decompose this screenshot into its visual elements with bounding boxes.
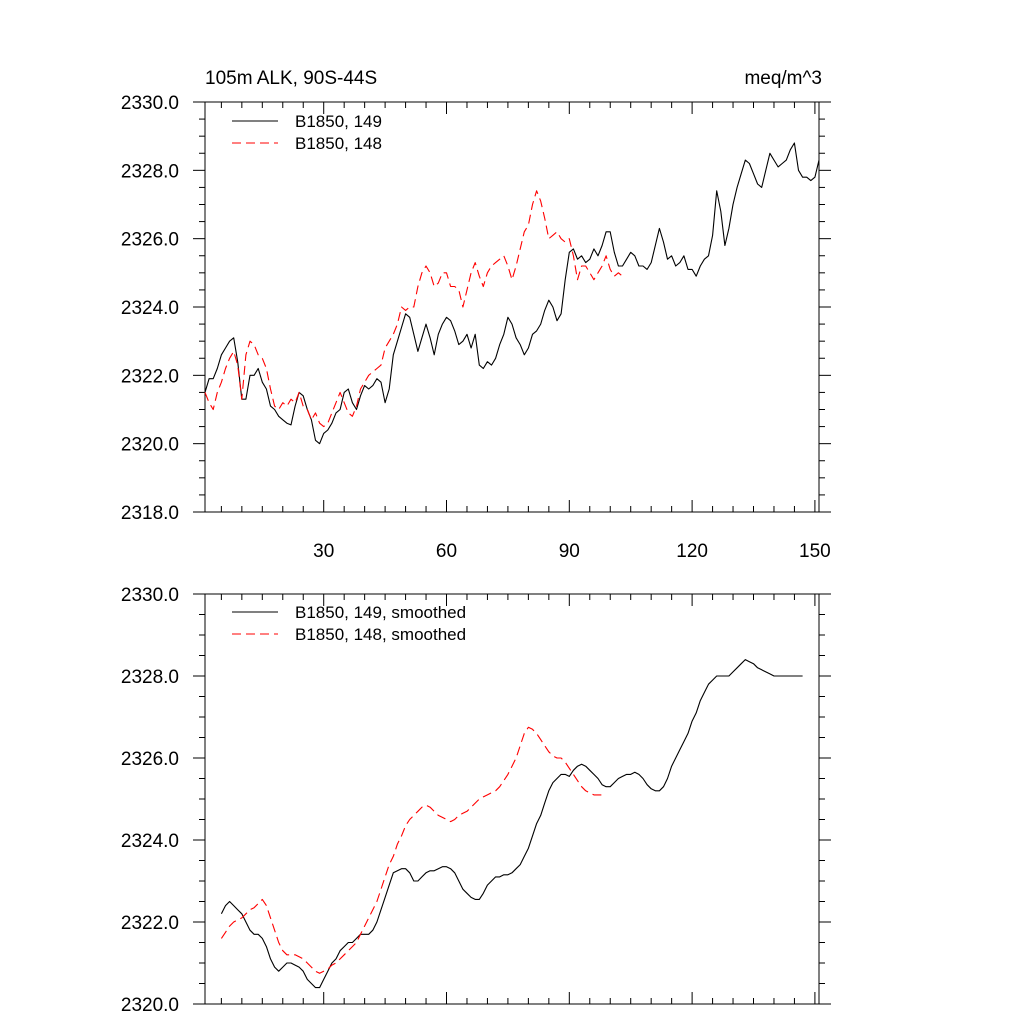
y-tick-label: 2328.0 bbox=[121, 667, 179, 688]
y-tick-label: 2324.0 bbox=[121, 831, 179, 852]
series-line-bottom-1 bbox=[220, 726, 607, 974]
series-line-bottom-0 bbox=[220, 659, 803, 989]
legend-label-148-smoothed: B1850, 148, smoothed bbox=[295, 625, 466, 644]
y-tick-label: 2330.0 bbox=[121, 585, 179, 606]
y-tick-label: 2328.0 bbox=[121, 161, 179, 182]
y-tick-label: 2318.0 bbox=[121, 503, 179, 524]
y-tick-label: 2330.0 bbox=[121, 93, 179, 114]
top-series-group bbox=[204, 142, 820, 445]
y-tick-label: 2322.0 bbox=[121, 913, 179, 934]
x-tick-label: 150 bbox=[799, 541, 831, 562]
y-tick-label: 2324.0 bbox=[121, 298, 179, 319]
x-tick-label: 120 bbox=[676, 541, 708, 562]
y-tick-label: 2320.0 bbox=[121, 995, 179, 1016]
y-tick-label: 2326.0 bbox=[121, 230, 179, 251]
chart-units: meq/m^3 bbox=[744, 68, 822, 89]
chart-title: 105m ALK, 90S-44S bbox=[205, 68, 377, 89]
bottom-axis-ticks: 2320.0 2322.0 2324.0 2326.0 2328.0 2330.0 bbox=[121, 585, 831, 1016]
legend-label-149-smoothed: B1850, 149, smoothed bbox=[295, 603, 466, 622]
bottom-panel: 2320.0 2322.0 2324.0 2326.0 2328.0 2330.0 B18… bbox=[121, 585, 831, 1016]
x-tick-label: 60 bbox=[436, 541, 457, 562]
top-legend: B1850, 149 B1850, 148 bbox=[232, 112, 382, 153]
bottom-plot-frame bbox=[204, 593, 820, 1005]
top-panel: 105m ALK, 90S-44S meq/m^3 2318.02320.023… bbox=[121, 68, 831, 562]
bottom-series-group bbox=[220, 659, 803, 989]
legend-label-148: B1850, 148 bbox=[295, 134, 382, 153]
top-axis-ticks: 2318.0 2320.0 2322.0 2324.0 2326.0 2328.0 2330… bbox=[121, 93, 831, 562]
x-tick-label: 90 bbox=[559, 541, 580, 562]
y-tick-label: 2322.0 bbox=[121, 366, 179, 387]
series-line-top-1 bbox=[204, 190, 623, 428]
top-plot-frame bbox=[204, 101, 820, 513]
bottom-legend: B1850, 149, smoothed B1850, 148, smoothe… bbox=[232, 603, 466, 644]
x-tick-label: 30 bbox=[313, 541, 334, 562]
y-tick-label: 2326.0 bbox=[121, 749, 179, 770]
y-tick-label: 2320.0 bbox=[121, 435, 179, 456]
legend-label-149: B1850, 149 bbox=[295, 112, 382, 131]
